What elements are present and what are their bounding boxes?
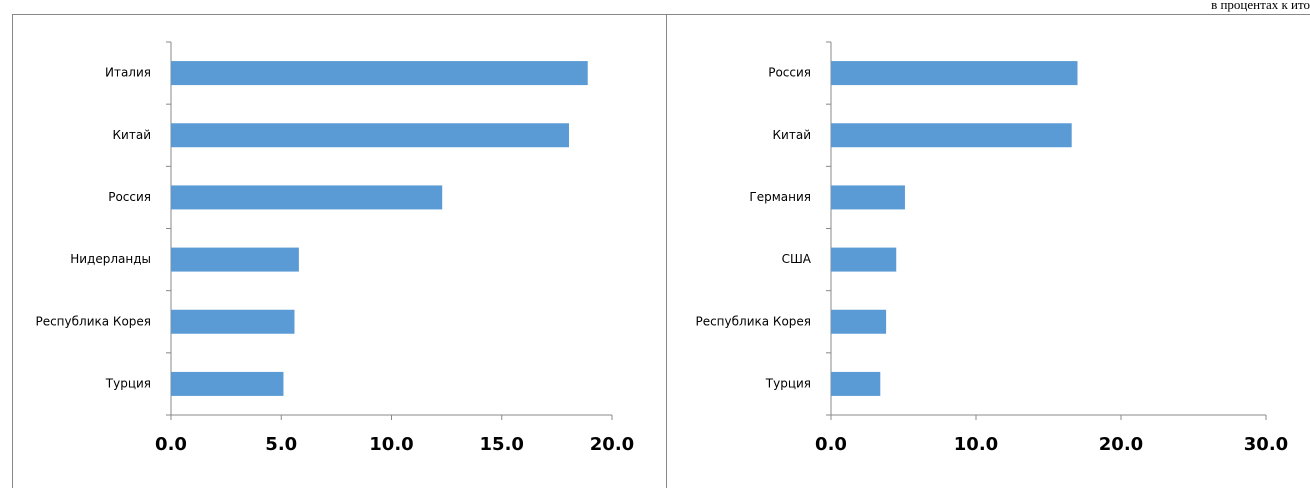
category-label: Республика Корея (35, 314, 151, 328)
right-panel (666, 14, 1310, 488)
bar (831, 309, 887, 334)
x-tick-label: 20.0 (1099, 434, 1143, 455)
bar (171, 61, 588, 86)
x-tick-label: 10.0 (954, 434, 998, 455)
bar (171, 309, 295, 334)
category-label: Италия (105, 66, 151, 80)
note: в процентах к ито (1211, 0, 1310, 12)
x-tick-label: 10.0 (369, 434, 413, 455)
x-tick-label: 30.0 (1244, 434, 1288, 455)
category-label: Турция (105, 376, 151, 390)
category-label: Турция (765, 376, 811, 390)
bar (831, 123, 1072, 148)
bar (171, 185, 443, 210)
category-label: Россия (108, 190, 151, 204)
x-tick-label: 5.0 (265, 434, 297, 455)
x-tick-label: 0.0 (815, 434, 847, 455)
x-tick-label: 20.0 (590, 434, 634, 455)
bar (171, 247, 299, 272)
x-tick-label: 0.0 (155, 434, 187, 455)
bar (171, 371, 284, 396)
category-label: Германия (749, 190, 811, 204)
bar (171, 123, 570, 148)
bar (831, 61, 1078, 86)
category-label: США (782, 252, 812, 266)
category-label: Россия (768, 66, 811, 80)
bar (831, 371, 881, 396)
x-tick-label: 15.0 (480, 434, 524, 455)
category-label: Китай (113, 128, 151, 142)
category-label: Китай (773, 128, 811, 142)
category-label: Республика Корея (695, 314, 811, 328)
category-label: Нидерланды (70, 252, 151, 266)
bar (831, 185, 905, 210)
bar (831, 247, 897, 272)
